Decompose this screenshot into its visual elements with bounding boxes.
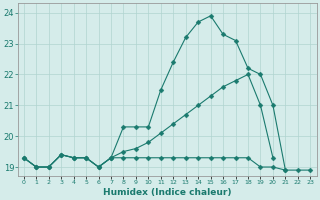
X-axis label: Humidex (Indice chaleur): Humidex (Indice chaleur) bbox=[103, 188, 231, 197]
